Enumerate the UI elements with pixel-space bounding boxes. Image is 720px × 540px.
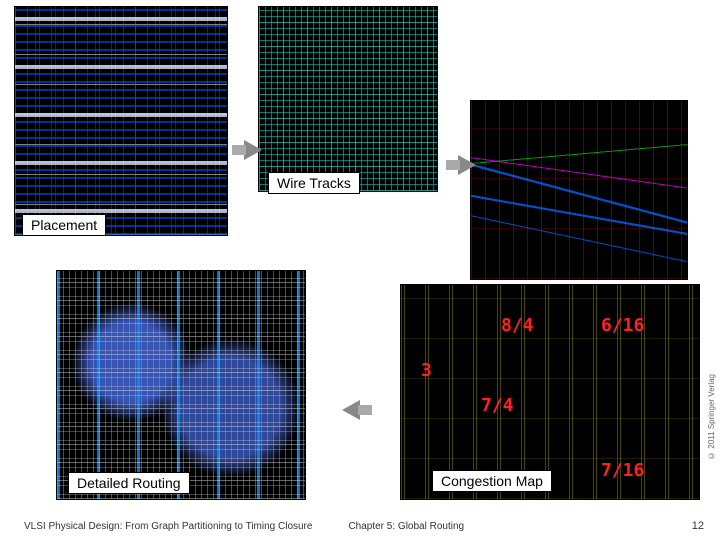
congestion-value: 3 <box>421 360 432 381</box>
footer-chapter: Chapter 5: Global Routing <box>348 521 464 532</box>
congestion-value: 7/16 <box>601 460 644 481</box>
congestion-value: 6/16 <box>601 315 644 336</box>
detailed-routing-panel <box>56 270 306 500</box>
placement-panel <box>14 6 228 236</box>
congestion-value: 8/4 <box>501 315 534 336</box>
placement-label: Placement <box>22 214 106 236</box>
detailed-routing-label: Detailed Routing <box>68 472 190 494</box>
global-routing-panel <box>470 100 688 280</box>
arrow-right-icon <box>458 155 476 175</box>
footer-book-title: VLSI Physical Design: From Graph Partiti… <box>24 521 312 532</box>
congestion-map-panel: 8/4 6/16 3 7/4 7/16 <box>400 284 700 500</box>
copyright-text: © 2011 Springer Verlag <box>707 374 716 460</box>
arrow-right-icon <box>244 140 262 160</box>
arrow-left-icon <box>342 400 360 420</box>
congestion-map-label: Congestion Map <box>432 470 552 492</box>
wire-tracks-label: Wire Tracks <box>268 172 360 194</box>
wire-tracks-panel <box>258 6 438 192</box>
congestion-value: 7/4 <box>481 395 514 416</box>
footer-page-number: 12 <box>692 520 704 532</box>
